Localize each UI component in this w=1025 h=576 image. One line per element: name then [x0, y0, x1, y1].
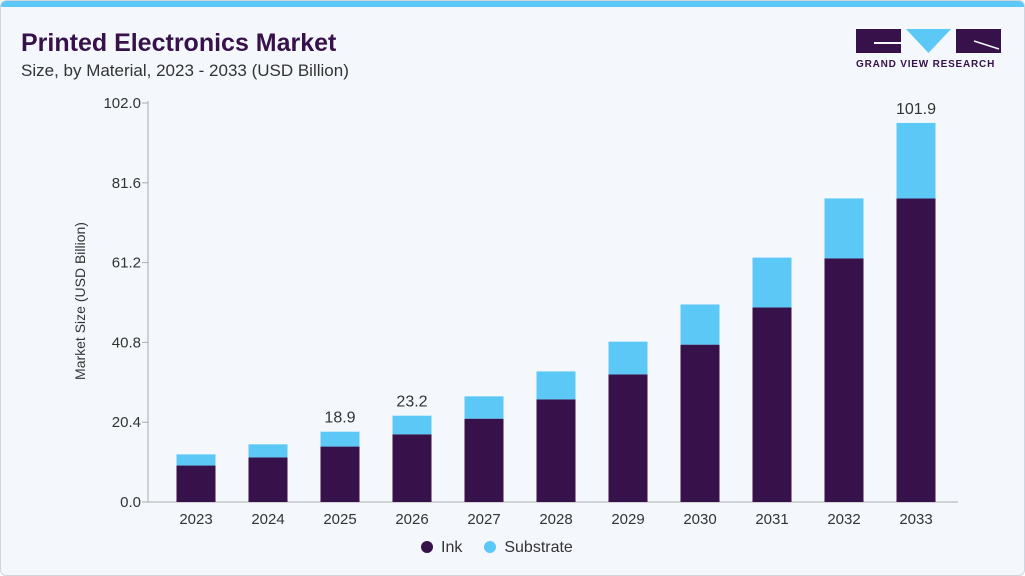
legend: Ink Substrate	[421, 539, 573, 557]
bar-substrate-2024	[248, 444, 288, 458]
x-tick-label: 2029	[611, 511, 644, 528]
substrate-swatch	[484, 541, 497, 553]
x-tick-label: 2030	[683, 511, 716, 528]
y-axis-title: Market Size (USD Billion)	[72, 222, 88, 380]
bar-substrate-2028	[536, 371, 576, 400]
bar-substrate-2025	[320, 431, 360, 447]
data-label: 101.9	[896, 101, 936, 118]
bar-substrate-2027	[464, 396, 504, 419]
x-tick-label: 2033	[899, 511, 932, 528]
bar-substrate-2033	[896, 122, 936, 199]
x-tick-label: 2032	[827, 511, 860, 528]
legend-item-ink: Ink	[421, 539, 462, 557]
bar-ink-2030	[680, 344, 720, 502]
chart-title: Printed Electronics Market	[21, 29, 337, 57]
y-tick-label: 0.0	[120, 494, 141, 511]
x-tick-label: 2027	[467, 511, 500, 528]
x-tick-label: 2023	[179, 511, 212, 528]
bar-ink-2031	[752, 307, 792, 502]
data-label: 18.9	[324, 410, 355, 427]
chart-subtitle: Size, by Material, 2023 - 2033 (USD Bill…	[21, 61, 349, 80]
bar-substrate-2029	[608, 341, 648, 375]
bar-ink-2027	[464, 418, 504, 502]
bar-substrate-2031	[752, 257, 792, 308]
x-tick-label: 2028	[539, 511, 572, 528]
bar-ink-2029	[608, 374, 648, 502]
logo-text: GRAND VIEW RESEARCH	[856, 59, 996, 70]
x-tick-label: 2026	[395, 511, 428, 528]
grand-view-research-logo	[856, 29, 1001, 53]
bar-substrate-2026	[392, 415, 432, 435]
y-tick-label: 102.0	[103, 95, 141, 112]
legend-label: Ink	[441, 539, 463, 556]
x-tick-label: 2025	[323, 511, 356, 528]
x-tick-label: 2031	[755, 511, 788, 528]
legend-label: Substrate	[504, 539, 573, 556]
bar-ink-2028	[536, 399, 576, 502]
ink-swatch	[421, 541, 433, 553]
bar-ink-2032	[824, 258, 864, 502]
legend-item-substrate: Substrate	[484, 539, 573, 557]
x-tick-label: 2024	[251, 511, 284, 528]
bar-substrate-2030	[680, 304, 720, 345]
y-tick-label: 20.4	[112, 414, 141, 431]
bar-ink-2023	[176, 465, 216, 502]
accent-bar	[1, 1, 1024, 7]
y-tick-label: 81.6	[112, 175, 141, 192]
y-tick-label: 40.8	[112, 334, 141, 351]
bar-ink-2025	[320, 446, 360, 502]
bar-ink-2024	[248, 457, 288, 502]
bar-substrate-2032	[824, 198, 864, 259]
data-label: 23.2	[396, 394, 427, 411]
bar-ink-2033	[896, 198, 936, 502]
bar-substrate-2023	[176, 454, 216, 466]
y-tick-label: 61.2	[112, 255, 141, 272]
bar-ink-2026	[392, 434, 432, 502]
